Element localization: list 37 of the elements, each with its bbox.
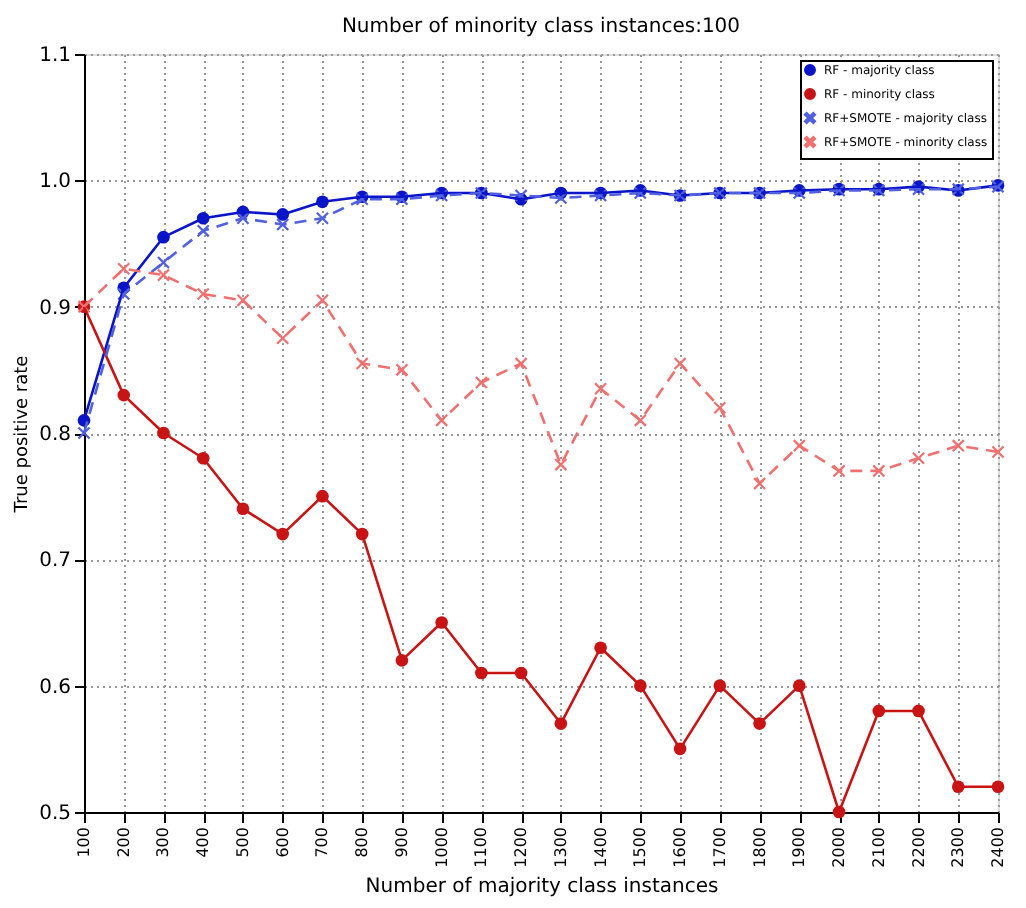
x-tick-label: 700 bbox=[313, 827, 332, 858]
x-tick-label: 2300 bbox=[949, 827, 968, 868]
chart-title: Number of minority class instances:100 bbox=[341, 16, 741, 38]
x-tick-label: 1200 bbox=[512, 827, 531, 868]
x-tick-label: 1400 bbox=[591, 827, 610, 868]
point bbox=[554, 458, 568, 471]
y-tick-label: 0.5 bbox=[39, 803, 71, 825]
x-tick-label: 500 bbox=[233, 827, 252, 858]
x-tick-label: 1300 bbox=[551, 827, 570, 868]
y-axis-title: True positive rate bbox=[13, 354, 34, 515]
x-tick-label: 1000 bbox=[432, 827, 451, 868]
x-axis-title: Number of majority class instances bbox=[365, 875, 719, 898]
x-tick-label: 1800 bbox=[750, 827, 769, 868]
x-tick-label: 2400 bbox=[989, 827, 1007, 868]
x-tick-label: 300 bbox=[154, 827, 173, 858]
y-tick-label: 0.9 bbox=[39, 297, 71, 320]
x-tick-label: 1900 bbox=[790, 827, 809, 868]
x-tick-label: 2000 bbox=[830, 827, 849, 868]
y-tick-label: 0.8 bbox=[39, 424, 71, 446]
point bbox=[117, 262, 131, 276]
x-tick-label: 400 bbox=[194, 827, 213, 858]
y-tick-label: 1.1 bbox=[39, 45, 71, 67]
x-tick-label: 900 bbox=[392, 827, 411, 858]
x-tick-label: 100 bbox=[75, 827, 93, 858]
x-tick-label: 2200 bbox=[909, 827, 928, 868]
x-tick-label: 600 bbox=[273, 827, 292, 858]
x-tick-label: 1500 bbox=[631, 827, 650, 868]
x-tick-label: 1600 bbox=[671, 827, 690, 868]
x-tick-label: 2100 bbox=[869, 827, 888, 868]
y-tick-label: 1.0 bbox=[39, 171, 71, 194]
y-tick-label: 0.7 bbox=[39, 550, 71, 573]
x-tick-label: 200 bbox=[114, 827, 133, 858]
y-tick-label: 0.6 bbox=[39, 676, 71, 699]
x-tick-label: 1100 bbox=[472, 827, 491, 868]
point bbox=[157, 268, 170, 282]
x-tick-label: 800 bbox=[353, 827, 372, 858]
x-tick-label: 1700 bbox=[710, 827, 729, 868]
